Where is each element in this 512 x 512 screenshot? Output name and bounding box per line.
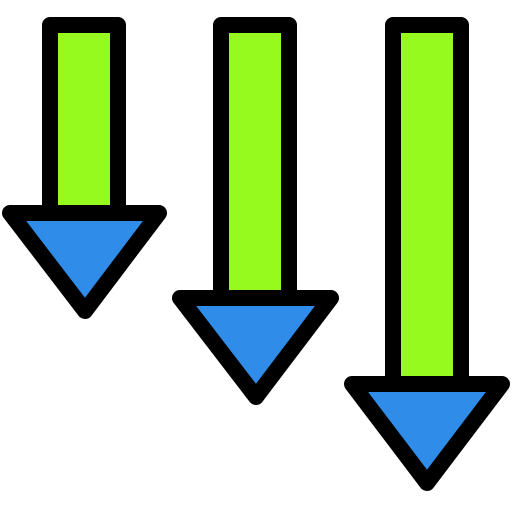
arrow-left — [2, 17, 167, 319]
arrow-right — [344, 17, 510, 491]
arrow-shaft — [385, 17, 469, 393]
arrow-head — [172, 290, 339, 405]
arrow-head — [344, 376, 510, 491]
arrow-head — [2, 205, 167, 319]
arrow-middle — [172, 17, 339, 405]
arrow-shaft — [42, 17, 126, 223]
arrow-shaft — [213, 17, 297, 308]
